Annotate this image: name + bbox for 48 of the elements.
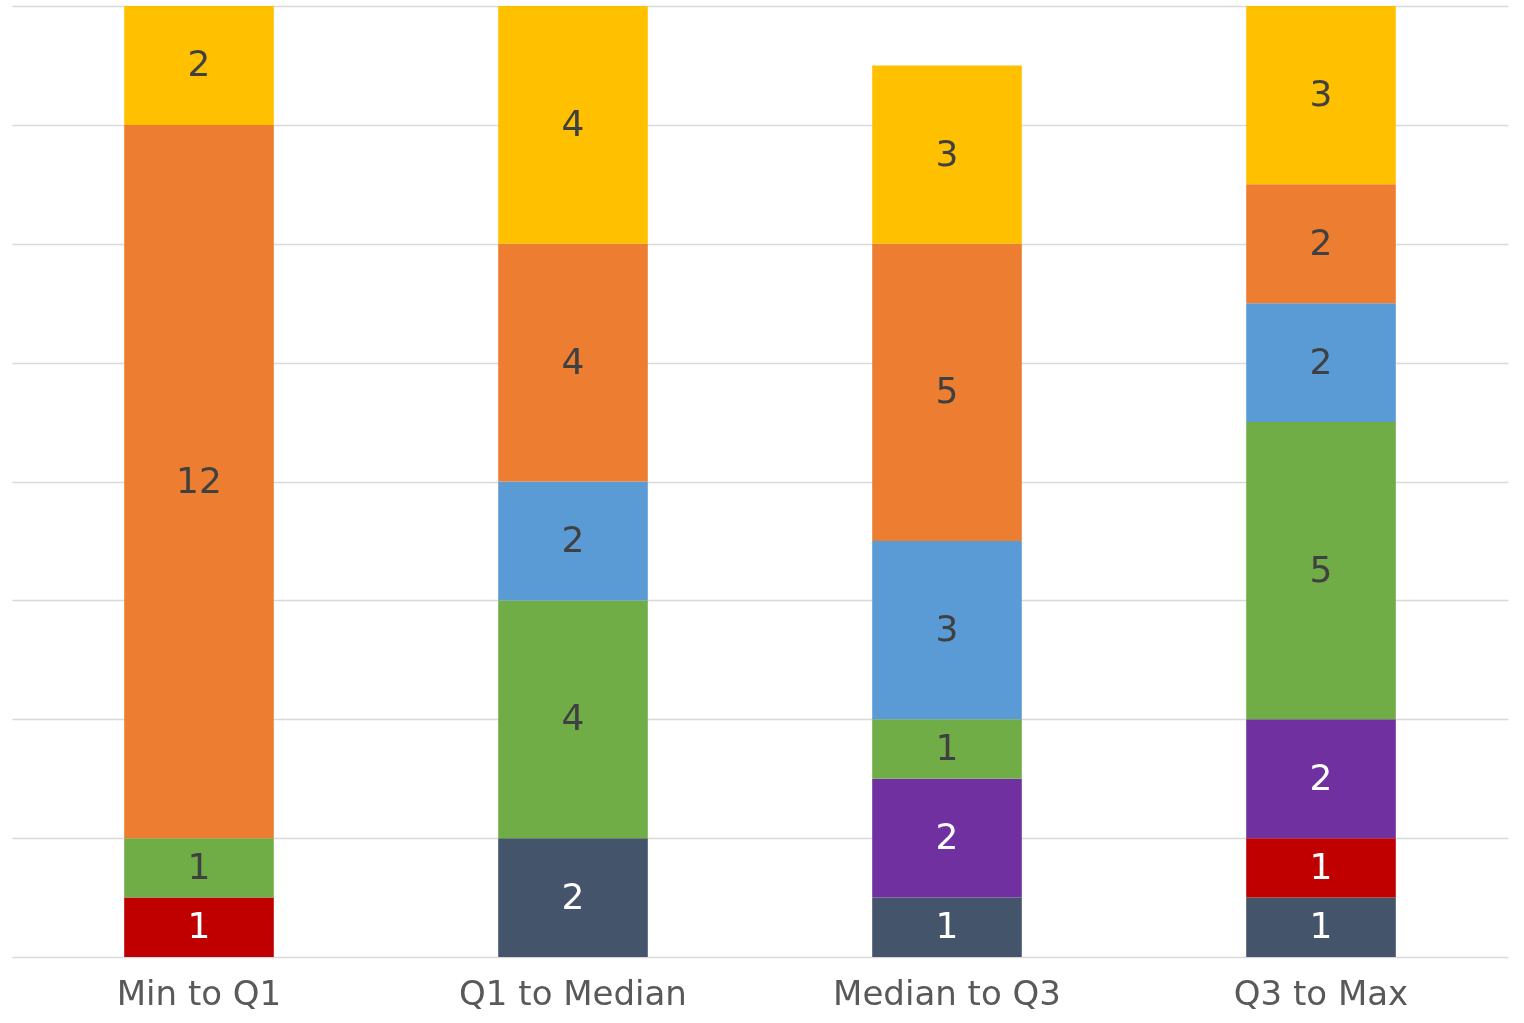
data-label: 5: [935, 370, 959, 412]
bar: [498, 600, 648, 839]
bar: [498, 6, 648, 244]
data-label: 2: [935, 816, 959, 858]
bar: [124, 124, 274, 839]
data-label: 5: [1309, 548, 1333, 590]
bar: [1246, 719, 1396, 839]
data-label: 12: [176, 459, 222, 501]
bar: [872, 540, 1022, 720]
data-label: 2: [1309, 756, 1333, 798]
data-label: 4: [561, 697, 585, 739]
bar: [872, 778, 1022, 898]
bar: [872, 243, 1022, 541]
bar: [1246, 303, 1396, 423]
x-tick-label: Q3 to Max: [1233, 972, 1409, 1013]
data-label: 1: [1309, 905, 1333, 947]
bar: [1246, 422, 1396, 720]
data-label: 2: [1309, 340, 1333, 382]
bar: [1246, 838, 1396, 898]
data-label: 2: [561, 875, 585, 917]
x-tick-label: Q1 to Median: [459, 972, 687, 1013]
bar: [498, 838, 648, 957]
data-label: 4: [561, 340, 585, 382]
data-label: 2: [1309, 221, 1333, 263]
data-label: 1: [935, 905, 959, 947]
bar: [872, 65, 1022, 244]
x-tick-label: Median to Q3: [833, 972, 1061, 1013]
x-tick-label: Min to Q1: [116, 972, 282, 1013]
bar: [124, 897, 274, 957]
data-label: 1: [187, 845, 211, 887]
bar: [498, 243, 648, 482]
data-label: 3: [1309, 73, 1333, 115]
data-label: 4: [561, 102, 585, 144]
bar: [1246, 6, 1396, 185]
data-label: 2: [561, 518, 585, 560]
bar: [1246, 897, 1396, 957]
data-label: 1: [935, 726, 959, 768]
bar: [124, 6, 274, 125]
bar: [498, 481, 648, 601]
data-label: 1: [187, 905, 211, 947]
data-label: 3: [935, 608, 959, 650]
bar: [872, 897, 1022, 957]
bar: [872, 719, 1022, 779]
data-label: 3: [935, 132, 959, 174]
data-label: 1: [1309, 845, 1333, 887]
bar: [1246, 184, 1396, 304]
bar: [124, 838, 274, 898]
data-label: 2: [187, 43, 211, 85]
